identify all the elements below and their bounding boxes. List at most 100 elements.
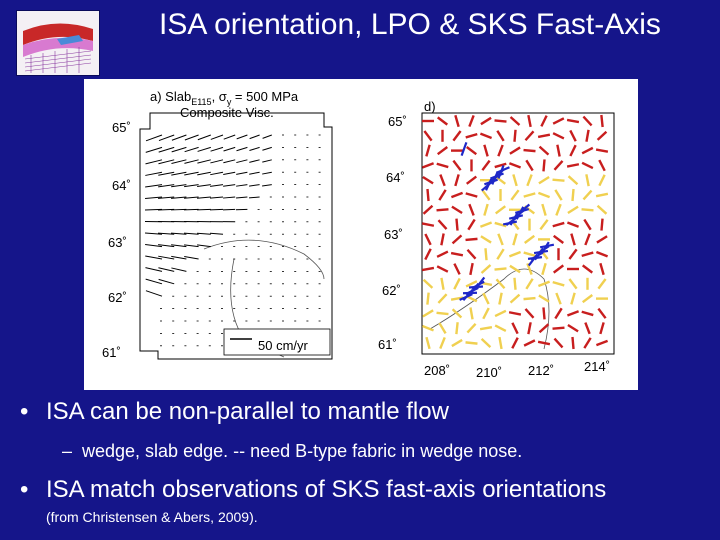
flow-vector bbox=[223, 196, 236, 199]
fast-axis-bar bbox=[494, 205, 507, 215]
fast-axis-bar bbox=[567, 175, 579, 186]
flow-vector bbox=[197, 184, 211, 188]
fast-axis-bar bbox=[422, 309, 434, 318]
fast-axis-bar bbox=[525, 278, 534, 290]
panel-a-lat-tick: 62˚ bbox=[108, 290, 127, 305]
fast-axis-bar bbox=[481, 189, 491, 201]
flow-vector bbox=[197, 171, 211, 176]
flow-vector bbox=[145, 232, 163, 235]
fast-axis-bar bbox=[421, 162, 435, 169]
flow-vector bbox=[171, 244, 187, 248]
flow-vector bbox=[145, 159, 163, 165]
fast-axis-bar bbox=[568, 248, 578, 260]
fast-axis-bar bbox=[440, 233, 445, 246]
fast-axis-bar bbox=[597, 278, 607, 290]
fast-axis-bar bbox=[509, 146, 521, 155]
flow-vector bbox=[184, 255, 199, 260]
fast-axis-bar bbox=[450, 251, 464, 257]
panel-d-fast-axis-bars bbox=[421, 114, 609, 350]
fast-axis-bar bbox=[566, 163, 580, 168]
flow-vector bbox=[249, 134, 260, 140]
flow-vector bbox=[210, 134, 224, 140]
fast-axis-bar bbox=[437, 219, 448, 230]
fast-axis-bar bbox=[527, 114, 532, 128]
fast-axis-bar bbox=[508, 162, 522, 169]
flow-vector bbox=[249, 184, 260, 187]
fast-axis-bar bbox=[496, 130, 505, 142]
panel-d-lat-tick: 64˚ bbox=[386, 170, 405, 185]
fast-axis-bar bbox=[510, 189, 520, 201]
citation: (from Christensen & Abers, 2009). bbox=[46, 509, 258, 525]
fast-axis-bar bbox=[585, 129, 590, 142]
flow-vector bbox=[171, 159, 187, 165]
fast-axis-bar bbox=[454, 174, 460, 187]
fast-axis-bar bbox=[436, 116, 449, 126]
flow-vector bbox=[210, 184, 224, 187]
fast-axis-bar bbox=[571, 188, 575, 202]
fast-axis-bar bbox=[509, 293, 521, 304]
fast-axis-bar bbox=[554, 189, 563, 201]
fast-axis-bar bbox=[552, 117, 565, 125]
fast-axis-bar bbox=[498, 292, 503, 305]
fast-axis-bar bbox=[581, 146, 594, 155]
fast-axis-bar bbox=[494, 175, 507, 185]
flow-vector bbox=[145, 255, 163, 260]
panel-a-scale-box bbox=[223, 328, 331, 356]
fast-axis-bar bbox=[455, 322, 459, 335]
fast-axis-bar bbox=[479, 221, 493, 228]
fast-axis-bar bbox=[552, 264, 565, 274]
flow-vector bbox=[158, 146, 175, 153]
panel-a-label: a) SlabE115, σy = 500 MPa bbox=[150, 89, 299, 107]
fast-axis-bar bbox=[480, 235, 492, 244]
fast-axis-bar bbox=[555, 203, 562, 216]
fast-axis-bar bbox=[584, 322, 591, 335]
fast-axis-bar bbox=[583, 218, 592, 231]
fast-axis-bar bbox=[552, 132, 565, 140]
fast-axis-bar bbox=[585, 174, 590, 187]
flow-vector bbox=[249, 159, 260, 163]
fast-axis-bar bbox=[468, 114, 475, 128]
fast-axis-bar bbox=[566, 118, 580, 124]
fast-axis-bar bbox=[537, 340, 551, 346]
flow-vector bbox=[145, 184, 163, 188]
panel-a-subtitle: Composite Visc. bbox=[180, 105, 274, 120]
fast-axis-bar bbox=[523, 296, 536, 301]
fast-axis-bar bbox=[571, 336, 575, 350]
bullet-marker: • bbox=[20, 398, 29, 425]
flow-vector bbox=[262, 159, 272, 163]
fast-axis-bar bbox=[553, 337, 564, 349]
subbullet-text: wedge, slab edge. -- need B-type fabric … bbox=[82, 441, 523, 461]
fast-axis-bar bbox=[440, 277, 445, 290]
panel-d-lon-tick: 212˚ bbox=[528, 363, 554, 378]
fast-axis-bar bbox=[482, 307, 490, 320]
panel-a-slab-contour bbox=[203, 239, 325, 280]
fast-axis-bar bbox=[465, 341, 478, 345]
fast-axis-bar bbox=[494, 162, 507, 169]
fast-axis-bar bbox=[569, 144, 577, 157]
fast-axis-bar bbox=[596, 204, 608, 215]
fast-axis-bar bbox=[421, 324, 435, 332]
flow-vector bbox=[171, 146, 187, 153]
panel-d-contour bbox=[429, 268, 550, 350]
flow-vector bbox=[236, 171, 248, 175]
flow-vector bbox=[210, 171, 224, 176]
panel-d-lon-tick: 208˚ bbox=[424, 363, 450, 378]
fast-axis-bar bbox=[455, 218, 459, 231]
fast-axis-bar bbox=[453, 263, 461, 275]
observation-bar bbox=[540, 241, 550, 255]
fast-axis-bar bbox=[469, 307, 474, 320]
panel-d-lat-tick: 65˚ bbox=[388, 114, 407, 129]
fast-axis-bar bbox=[598, 159, 606, 172]
flow-vector bbox=[158, 171, 175, 176]
flow-vector bbox=[262, 171, 272, 175]
panel-d-lon-tick: 214˚ bbox=[584, 359, 610, 374]
fast-axis-bar bbox=[581, 251, 594, 258]
fast-axis-bar bbox=[452, 159, 462, 171]
fast-axis-bar bbox=[494, 119, 507, 123]
fast-axis-bar bbox=[600, 114, 604, 128]
flow-vector bbox=[184, 196, 199, 199]
fast-axis-bar bbox=[469, 262, 474, 276]
fast-axis-bar bbox=[582, 189, 593, 201]
fast-axis-bar bbox=[494, 221, 507, 228]
fast-axis-bar bbox=[541, 262, 547, 276]
